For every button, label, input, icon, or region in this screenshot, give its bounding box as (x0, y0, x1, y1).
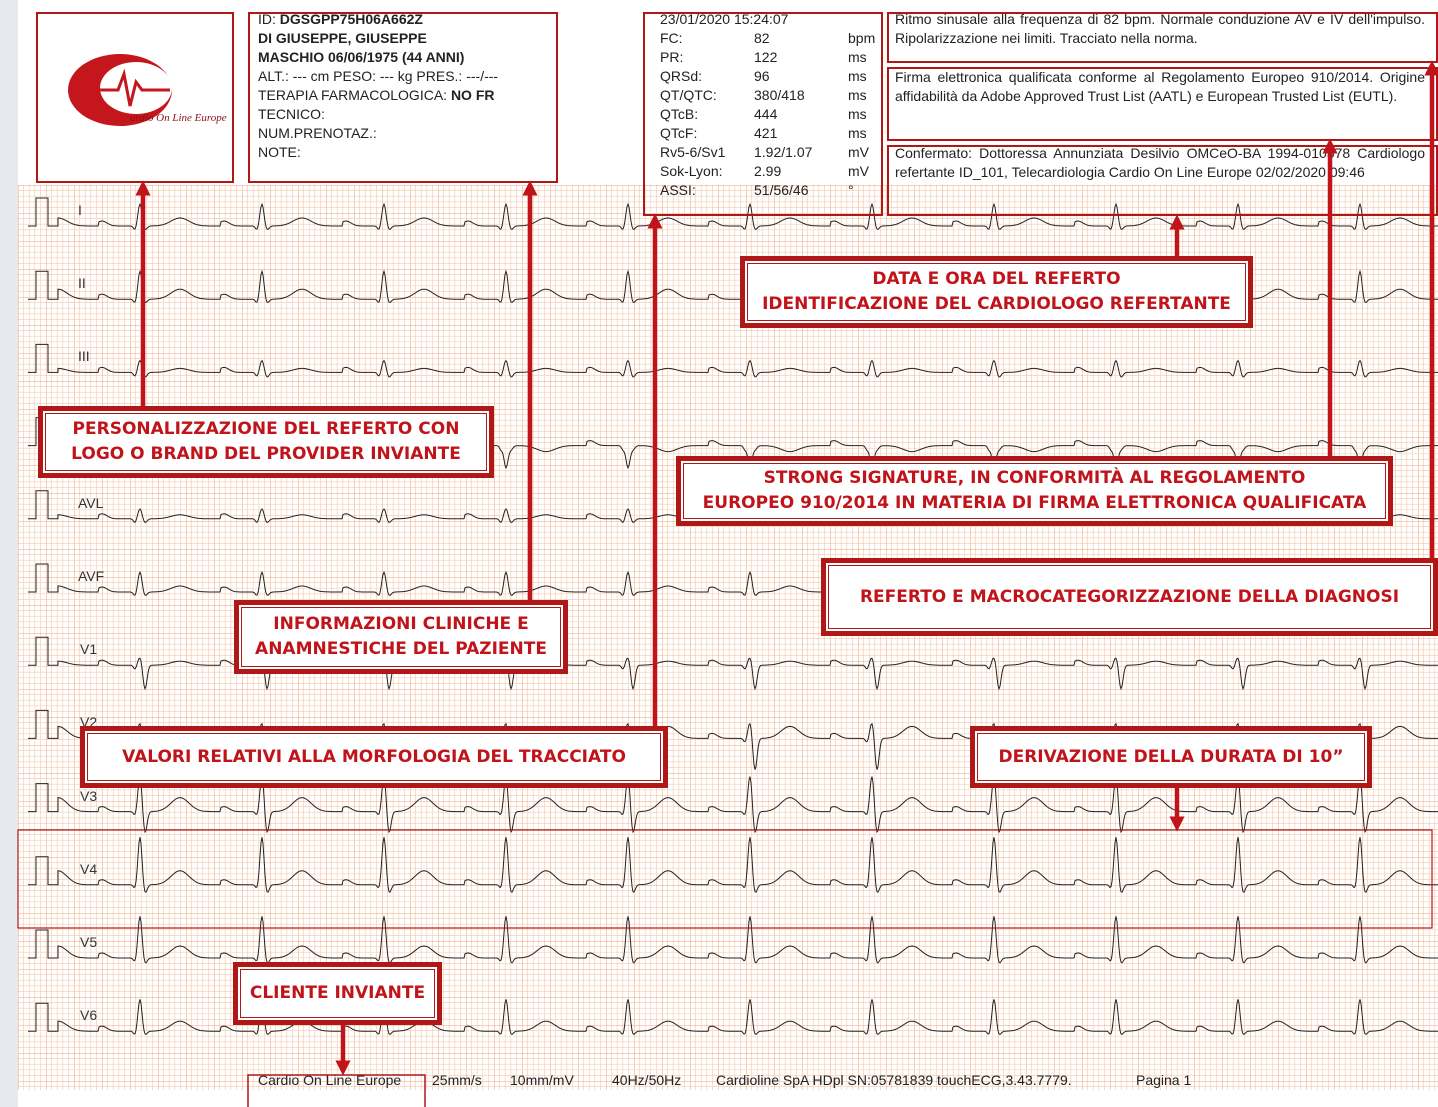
callout-line: STRONG SIGNATURE, IN CONFORMITÀ AL REGOL… (763, 468, 1306, 488)
patient-sex-dob: MASCHIO 06/06/1975 (44 ANNI) (258, 49, 465, 65)
callout-line: VALORI RELATIVI ALLA MORFOLOGIA DEL TRAC… (122, 746, 626, 767)
callout-line: DERIVAZIONE DELLA DURATA DI 10” (998, 746, 1344, 767)
measure-value: 1.92/1.07 (754, 144, 813, 160)
lead-label: V3 (80, 787, 98, 804)
label: ID: (258, 11, 276, 27)
logo: ardio On Line Europe (68, 54, 227, 126)
measure-label: ASSI: (660, 182, 696, 198)
callout-line: PERSONALIZZAZIONE DEL REFERTO CON (72, 419, 460, 439)
callout-line: REFERTO E MACROCATEGORIZZAZIONE DELLA DI… (859, 586, 1400, 607)
measure-unit: ° (848, 182, 854, 198)
measure-label: QRSd: (660, 68, 703, 84)
measure-unit: mV (848, 144, 869, 160)
lead-label: I (78, 202, 82, 218)
measure-value: 380/418 (754, 87, 805, 103)
ecg-trace (28, 776, 1438, 834)
label: TERAPIA FARMACOLOGICA: (258, 87, 448, 103)
measure-unit: ms (848, 49, 867, 65)
lead-label: II (78, 275, 86, 292)
patient-measures: ALT.: --- cm PESO: --- kg PRES.: ---/--- (258, 68, 499, 84)
ecg-trace (28, 197, 1438, 230)
measure-unit: ms (848, 106, 867, 122)
footer-item: 40Hz/50Hz (612, 1072, 682, 1088)
confirmation-box (887, 145, 1438, 216)
logo-text: ardio On Line Europe (130, 112, 227, 124)
callout: VALORI RELATIVI ALLA MORFOLOGIA DEL TRAC… (80, 726, 668, 788)
callout-line: CLIENTE INVIANTE (249, 983, 426, 1003)
measure-value: 96 (754, 68, 770, 84)
callout: CLIENTE INVIANTE (233, 962, 442, 1025)
measure-unit: ms (848, 68, 867, 84)
callout: STRONG SIGNATURE, IN CONFORMITÀ AL REGOL… (676, 456, 1393, 526)
callout-line: INFORMAZIONI CLINICHE E (273, 614, 529, 634)
measurements-box (643, 12, 883, 216)
ecg-trace (28, 916, 1438, 964)
diagnosis: Ritmo sinusale alla frequenza di 82 bpm.… (895, 11, 1425, 46)
value: DGSGPP75H06A662Z (279, 11, 423, 27)
callout: DATA E ORA DEL REFERTO IDENTIFICAZIONE DE… (740, 256, 1253, 328)
footer-item: Cardioline SpA HDpl SN:05781839 touchECG… (716, 1072, 1072, 1088)
datetime: 23/01/2020 15:24:07 (660, 11, 789, 27)
measure-label: QTcF: (660, 125, 698, 141)
callout-line: IDENTIFICAZIONE DEL CARDIOLOGO REFERTANT… (762, 294, 1231, 314)
logo-box: ardio On Line Europe (36, 12, 234, 183)
lead-label: V1 (80, 641, 98, 658)
measure-value: 421 (754, 125, 778, 141)
ecg-trace (28, 999, 1438, 1036)
patient-name: DI GIUSEPPE, GIUSEPPE (258, 30, 427, 46)
signature-box (887, 67, 1438, 141)
measure-label: PR: (660, 49, 684, 65)
signature: Firma elettronica qualificata conforme a… (895, 69, 1425, 104)
measure-label: QTcB: (660, 106, 699, 122)
measure-value: 82 (754, 30, 770, 46)
measure-value: 122 (754, 49, 778, 65)
footer-item: 25mm/s (432, 1072, 482, 1088)
lead-label: AVL (78, 494, 104, 511)
callout-line: LOGO O BRAND DEL PROVIDER INVIANTE (71, 444, 461, 464)
lead-label: V5 (80, 934, 98, 950)
callout-line: ANAMNESTICHE DEL PAZIENTE (255, 639, 547, 659)
patient-therapy: TERAPIA FARMACOLOGICA: NO FR (258, 86, 495, 105)
ecg-trace (28, 343, 1438, 378)
footer-item: Pagina 1 (1136, 1072, 1192, 1088)
callout-line: EUROPEO 910/2014 IN MATERIA DI FIRMA ELE… (702, 493, 1367, 513)
patient-id: ID: DGSGPP75H06A662Z (258, 10, 423, 29)
patient-box (248, 12, 558, 183)
lead-label: III (78, 348, 90, 365)
measure-value: 444 (754, 106, 778, 122)
diagnosis-box (887, 12, 1438, 63)
measure-label: FC: (660, 30, 683, 46)
measure-unit: bpm (848, 30, 876, 46)
callout: INFORMAZIONI CLINICHE E ANAMNESTICHE DEL … (234, 600, 568, 674)
measure-label: QT/QTC: (660, 87, 717, 103)
value: NO FR (450, 87, 495, 103)
lead-label: AVF (78, 568, 105, 584)
callout: REFERTO E MACROCATEGORIZZAZIONE DELLA DI… (821, 558, 1438, 636)
measure-value: 2.99 (754, 163, 782, 179)
callout: DERIVAZIONE DELLA DURATA DI 10” (970, 726, 1372, 788)
lead-label: V4 (80, 860, 98, 877)
confirmation: Confermato: Dottoressa Annunziata Desilv… (895, 145, 1425, 180)
patient-technician: TECNICO: (258, 106, 325, 122)
callout-line: DATA E ORA DEL REFERTO (872, 269, 1121, 289)
patient-booking: NUM.PRENOTAZ.: (258, 125, 377, 141)
callout: PERSONALIZZAZIONE DEL REFERTO CON LOGO O … (38, 406, 494, 478)
measure-unit: ms (848, 87, 867, 103)
patient-notes: NOTE: (258, 144, 301, 160)
footer-item: Cardio On Line Europe (258, 1072, 402, 1088)
measure-value: 51/56/46 (754, 182, 809, 198)
footer-item: 10mm/mV (510, 1072, 574, 1088)
lead-label: V6 (80, 1007, 98, 1024)
measure-label: Sok-Lyon: (660, 163, 723, 179)
measure-label: Rv5-6/Sv1 (660, 144, 726, 160)
measure-unit: mV (848, 163, 869, 179)
measure-unit: ms (848, 125, 867, 141)
